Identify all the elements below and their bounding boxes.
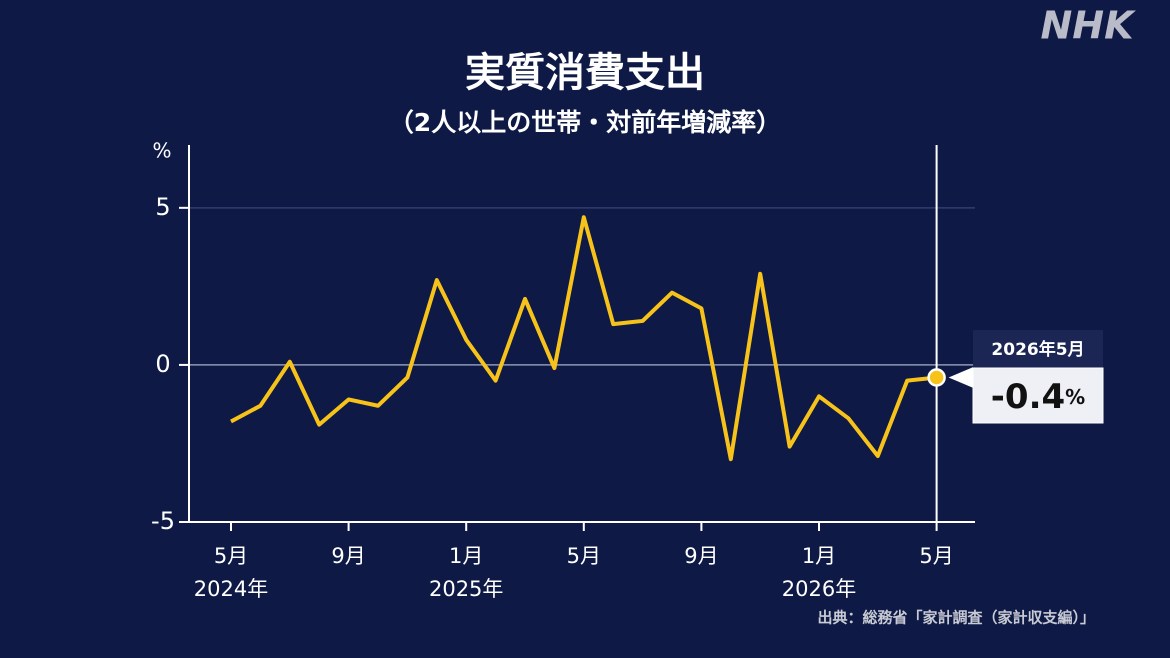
x-tick-label: 5月 xyxy=(919,544,953,568)
x-tick-label: 9月 xyxy=(684,544,718,568)
callout-label: 2026年5月 xyxy=(991,339,1084,360)
x-tick-label: 1月 xyxy=(449,544,483,568)
y-tick-label: -5 xyxy=(151,507,175,535)
y-tick-label: 5 xyxy=(155,193,170,221)
callout-pointer xyxy=(948,366,975,389)
y-axis-label: % xyxy=(152,139,171,163)
x-tick-label: 9月 xyxy=(331,544,365,568)
callout-box xyxy=(972,367,1104,424)
x-tick-label: 1月 xyxy=(802,544,836,568)
callout-unit: % xyxy=(1065,385,1085,409)
x-tick-label: 5月 xyxy=(567,544,601,568)
callout-value: -0.4% xyxy=(991,377,1085,417)
chart-subtitle: （2人以上の世帯・対前年増減率） xyxy=(389,108,781,137)
data-line xyxy=(230,215,937,462)
x-year-label: 2025年 xyxy=(429,577,503,601)
point xyxy=(927,368,946,387)
logo: NHK xyxy=(1040,4,1136,48)
x-tick-label: 5月 xyxy=(214,544,248,568)
source: 出典：総務省「家計調査（家計収支編）」 xyxy=(817,609,1095,627)
x-year-label: 2026年 xyxy=(782,577,856,601)
y-tick-label: 0 xyxy=(155,350,170,378)
callout-header xyxy=(973,330,1103,368)
callout-number: -0.4 xyxy=(991,377,1065,417)
x-year-label: 2024年 xyxy=(194,577,268,601)
chart-title: 実質消費支出 xyxy=(465,50,705,96)
